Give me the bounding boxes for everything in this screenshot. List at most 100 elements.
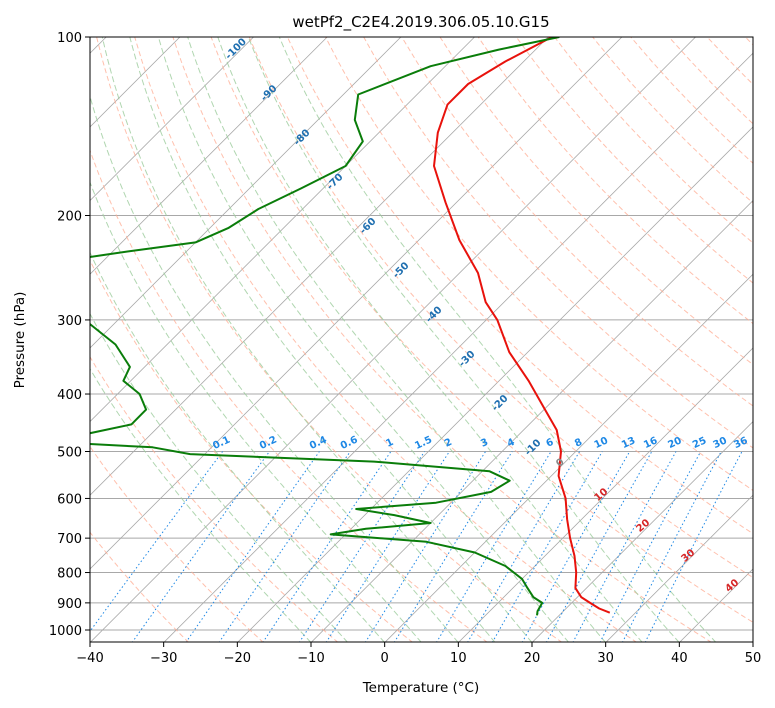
- dry-adiabat-line: [172, 37, 712, 642]
- mixing-ratio-label: 10: [593, 435, 610, 451]
- x-tick-label: 50: [745, 651, 762, 666]
- moist-adiabat-line: [129, 37, 533, 642]
- dry-adiabat-line: [706, 37, 753, 86]
- x-tick-label: −10: [297, 651, 324, 666]
- mixing-ratio-line: [393, 451, 513, 642]
- moist-adiabat-line: [278, 37, 717, 642]
- y-tick-label: 1000: [49, 624, 82, 639]
- moist-adiabat-line: [187, 37, 606, 642]
- mixing-ratio-label: 3: [479, 437, 490, 450]
- moist-adiabat-label: 40: [724, 577, 742, 594]
- y-axis-ticks: 100 200 300 400 500 600 700 800 900 1000: [49, 31, 90, 639]
- mixing-ratio-line: [325, 451, 450, 642]
- dry-adiabat-line: [134, 37, 638, 642]
- mixing-ratio-label: 0.4: [308, 434, 329, 451]
- mixing-ratio-label: 4: [506, 437, 517, 450]
- x-tick-label: 40: [671, 651, 688, 666]
- moist-adiabat-line: [90, 94, 459, 642]
- x-tick-label: 0: [381, 651, 389, 666]
- moist-adiabat-label: 30: [680, 547, 698, 564]
- x-axis-label: Temperature (°C): [362, 680, 480, 696]
- moist-adiabat-label: 10: [593, 486, 611, 503]
- isotherm-line: [90, 37, 696, 642]
- dry-adiabat-line: [90, 149, 488, 642]
- isotherm-line: [90, 37, 549, 496]
- isotherm-line: [90, 37, 475, 423]
- mixing-ratio-line: [467, 451, 581, 642]
- mixing-ratio-line: [262, 451, 392, 642]
- isotherm-line: [458, 347, 753, 642]
- dry-adiabat-label: -40: [424, 305, 445, 326]
- mixing-ratio-label: 25: [691, 435, 708, 451]
- mixing-ratio-line: [644, 451, 743, 642]
- dry-adiabat-line: [363, 37, 753, 449]
- mixing-ratio-label: 16: [642, 435, 659, 451]
- x-tick-label: 20: [524, 651, 541, 666]
- isotherm-line: [237, 126, 753, 642]
- moist-adiabat-line: [90, 367, 312, 642]
- moist-adiabat-label: 20: [635, 517, 653, 534]
- dry-adiabat-label: -100: [223, 36, 249, 62]
- y-tick-label: 700: [57, 532, 82, 547]
- dry-adiabat-label: -10: [523, 437, 544, 458]
- y-tick-label: 400: [57, 388, 82, 403]
- moist-adiabat-line: [90, 181, 422, 642]
- isotherm-line: [163, 52, 753, 642]
- dry-adiabat-line: [401, 37, 753, 407]
- x-tick-label: −40: [76, 651, 103, 666]
- moist-adiabat-line: [217, 37, 643, 642]
- isotherm-line: [752, 641, 753, 642]
- mixing-ratio-line: [436, 451, 552, 642]
- mixing-ratio-label: 2: [443, 437, 454, 450]
- mixing-ratio-label: 30: [712, 435, 729, 451]
- mixing-ratio-line: [546, 451, 653, 642]
- dewpoint-profile: [90, 37, 560, 616]
- dry-adiabat-line: [439, 37, 753, 366]
- mixing-ratio-label: 6: [545, 437, 556, 450]
- chart-title: wetPf2_C2E4.2019.306.05.10.G15: [292, 13, 549, 32]
- plot-frame: [89, 36, 754, 643]
- mixing-ratio-line: [622, 451, 722, 642]
- dry-adiabat-label: -30: [457, 349, 478, 370]
- moist-adiabat-line: [90, 251, 385, 642]
- mixing-ratio-label: 20: [666, 435, 683, 451]
- isotherm-line: [90, 37, 402, 349]
- y-tick-label: 500: [57, 445, 82, 460]
- mixing-ratio-line: [298, 451, 426, 642]
- mixing-ratio-line: [599, 451, 702, 642]
- x-tick-label: −20: [224, 651, 251, 666]
- isotherm-line: [90, 37, 328, 275]
- mixing-ratio-label: 0.1: [211, 434, 232, 451]
- dry-adiabat-line: [96, 37, 563, 642]
- dry-adiabat-label: -50: [391, 260, 412, 281]
- dry-adiabat-line: [744, 37, 753, 46]
- dry-adiabat-line: [90, 531, 189, 642]
- dry-adiabat-line: [90, 355, 339, 642]
- dry-adiabat-line: [90, 445, 264, 642]
- mixing-ratio-label: 13: [620, 435, 637, 451]
- y-tick-label: 600: [57, 492, 82, 507]
- mixing-ratio-line: [90, 451, 224, 633]
- y-tick-label: 900: [57, 597, 82, 612]
- mixing-ratio-line: [521, 451, 631, 642]
- mixing-ratio-line: [365, 451, 487, 642]
- mixing-ratio-line: [185, 451, 320, 642]
- x-tick-label: 30: [597, 651, 614, 666]
- dry-adiabat-label: -20: [490, 393, 511, 414]
- mixing-ratio-label: 36: [732, 435, 749, 451]
- mixing-ratio-line: [572, 451, 677, 642]
- dry-adiabat-label: -60: [358, 216, 379, 237]
- y-tick-label: 200: [57, 210, 82, 225]
- isotherm-line: [384, 273, 753, 642]
- dry-adiabat-line: [554, 37, 753, 244]
- dry-adiabat-line: [210, 37, 753, 623]
- dry-adiabat-line: [90, 259, 413, 642]
- isotherm-line: [605, 494, 753, 642]
- x-tick-label: −30: [150, 651, 177, 666]
- dry-adiabat-line: [477, 37, 753, 325]
- sounding-profiles: [90, 37, 611, 616]
- moist-adiabat-line: [157, 37, 569, 642]
- mixing-ratio-label: 0.2: [258, 434, 279, 451]
- dry-adiabat-line: [515, 37, 753, 284]
